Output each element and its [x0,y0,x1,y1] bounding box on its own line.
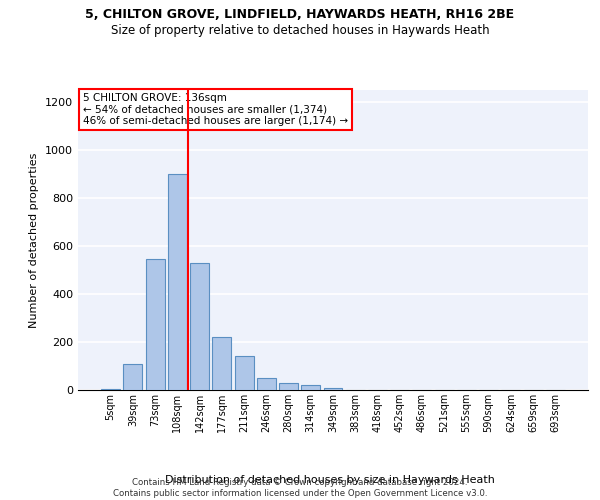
Y-axis label: Number of detached properties: Number of detached properties [29,152,40,328]
Bar [124,364,142,390]
Bar [168,174,187,390]
Bar [101,389,120,390]
Text: Size of property relative to detached houses in Haywards Heath: Size of property relative to detached ho… [110,24,490,37]
Bar [212,337,231,390]
Text: Contains HM Land Registry data © Crown copyright and database right 2024.
Contai: Contains HM Land Registry data © Crown c… [113,478,487,498]
Bar [279,383,298,390]
Bar [323,388,343,390]
Bar [146,259,164,390]
Text: Distribution of detached houses by size in Haywards Heath: Distribution of detached houses by size … [165,475,495,485]
Bar [190,263,209,390]
Text: 5, CHILTON GROVE, LINDFIELD, HAYWARDS HEATH, RH16 2BE: 5, CHILTON GROVE, LINDFIELD, HAYWARDS HE… [85,8,515,20]
Bar [301,385,320,390]
Bar [235,356,254,390]
Bar [257,378,276,390]
Text: 5 CHILTON GROVE: 136sqm
← 54% of detached houses are smaller (1,374)
46% of semi: 5 CHILTON GROVE: 136sqm ← 54% of detache… [83,93,348,126]
